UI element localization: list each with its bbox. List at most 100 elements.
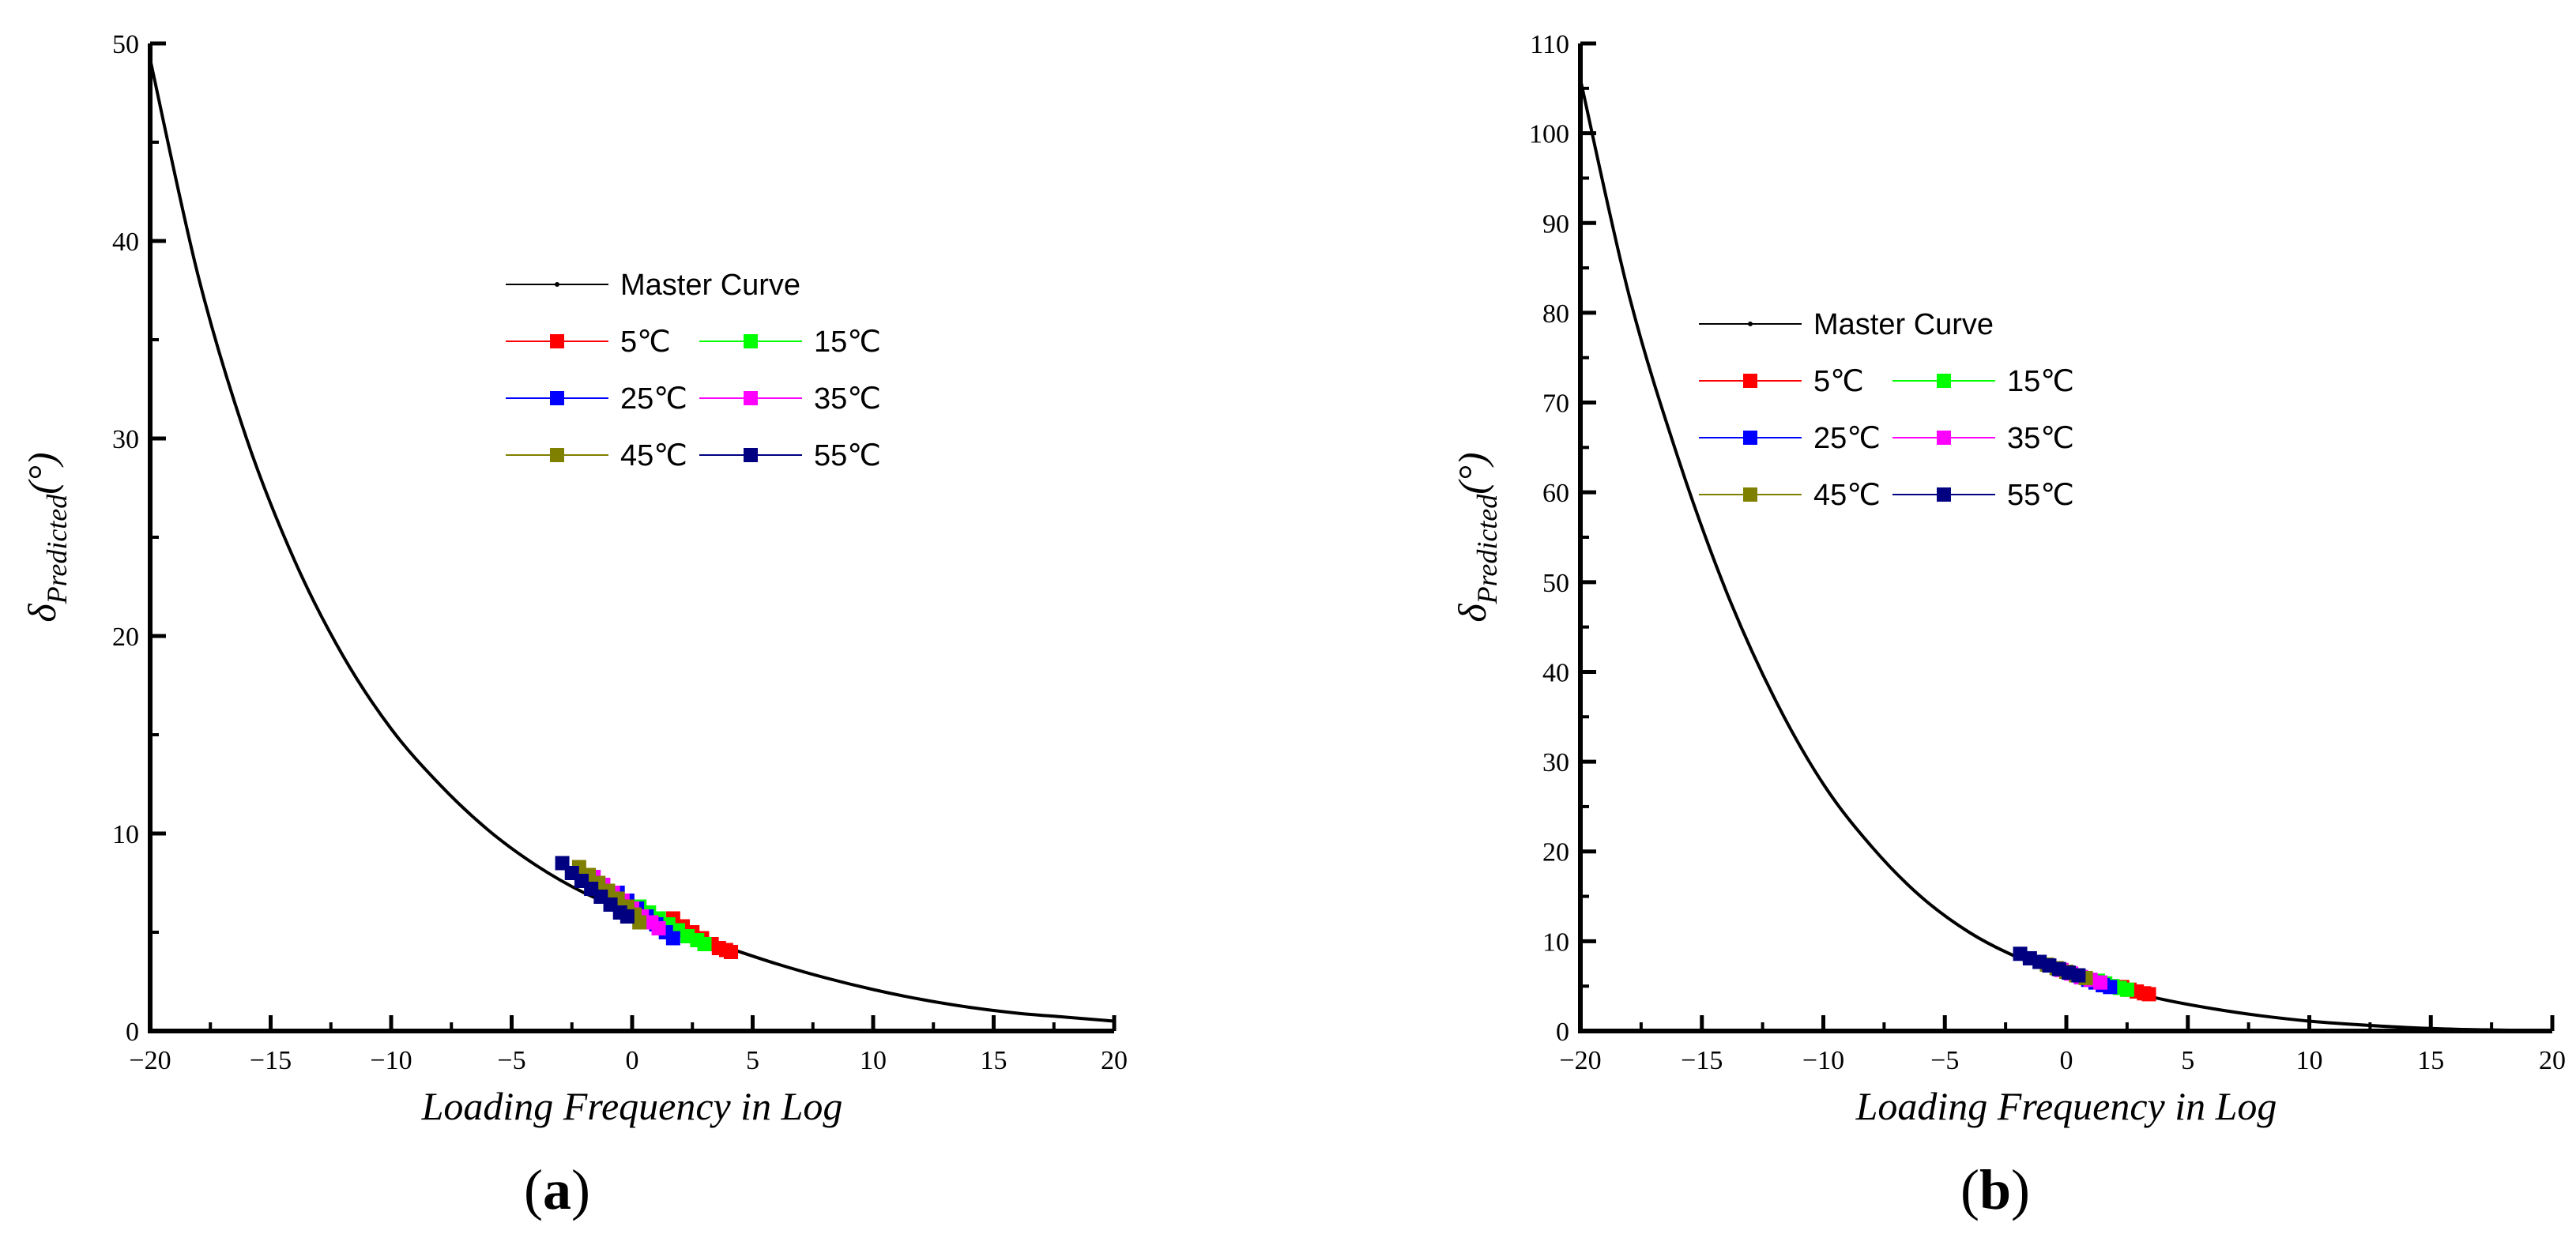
chart-a-data-point (620, 909, 635, 924)
chart-a-y-tick-label: 0 (126, 1018, 139, 1047)
chart-b-legend-label: 5℃ (1813, 365, 1864, 398)
chart-b-legend-master-marker (1748, 322, 1753, 326)
chart-b-legend-marker (1743, 487, 1757, 502)
chart-a-legend-master-label: Master Curve (620, 269, 800, 302)
chart-a-x-tick-label: 0 (626, 1046, 639, 1075)
chart-a-y-tick-label: 50 (112, 30, 139, 59)
chart-b-x-tick-label: 10 (2296, 1046, 2323, 1075)
chart-b-panel-open: ( (1960, 1158, 1979, 1221)
chart-a-x-axis-title: Loading Frequency in Log (421, 1084, 843, 1128)
chart-b-x-tick-label: −20 (1559, 1046, 1601, 1075)
chart-a-y-axis-symbol: δ (20, 604, 64, 623)
chart-b-legend-marker (1937, 431, 1951, 445)
chart-b-y-axis-unit: (°) (1450, 452, 1494, 494)
chart-b-panel-label: (b) (1960, 1158, 2030, 1221)
chart-b-x-tick-label: 0 (2060, 1046, 2073, 1075)
chart-a-legend-marker (550, 334, 564, 348)
chart-b-y-tick-label: 0 (1556, 1018, 1569, 1047)
chart-a-legend-marker (744, 391, 758, 405)
chart-a-panel-label: (a) (524, 1158, 590, 1221)
chart-b-legend-label: 35℃ (2007, 422, 2074, 455)
chart-a-x-tick-label: −5 (497, 1046, 525, 1075)
chart-a-y-tick-label: 20 (112, 623, 139, 652)
chart-b-y-tick-label: 110 (1530, 30, 1569, 59)
chart-a-series-4 (571, 860, 647, 930)
chart-b-x-axis-title: Loading Frequency in Log (1855, 1084, 2277, 1128)
chart-a-data-point (697, 937, 712, 951)
chart-b-data-point (2071, 968, 2086, 983)
chart-a-legend-label: 5℃ (620, 325, 671, 359)
chart-a-y-axis-unit: (°) (20, 452, 64, 494)
chart-b-y-tick-label: 20 (1542, 838, 1569, 867)
chart-b-legend-master-label: Master Curve (1813, 308, 1994, 341)
chart-a-y-tick-label: 40 (112, 228, 139, 257)
chart-a-legend-marker (744, 448, 758, 462)
chart-b-y-axis-title: δPredicted(°) (1450, 452, 1503, 622)
chart-b-legend: Master Curve 5℃ 15℃ 25℃ 35℃ 45℃ 55℃ (1699, 308, 2074, 512)
chart-a-legend-master-marker (555, 282, 559, 287)
chart-b-legend-marker (1743, 431, 1757, 445)
chart-a-data-point (632, 915, 647, 930)
chart-a-master-curve-line (149, 58, 1115, 1023)
chart-b-y-tick-label: 100 (1529, 120, 1569, 149)
chart-b-y-tick-label: 80 (1542, 299, 1569, 329)
chart-a-panel-open: ( (524, 1158, 543, 1221)
chart-b-y-axis-symbol: δ (1450, 604, 1494, 623)
chart-b-legend-marker (1743, 374, 1757, 388)
chart-b-y-tick-label: 40 (1542, 658, 1569, 687)
chart-a-panel-close: ) (571, 1158, 590, 1221)
chart-a-x-tick-label: 10 (860, 1046, 887, 1075)
chart-b-y-tick-label: 70 (1542, 389, 1569, 419)
chart-b-y-tick-label: 30 (1542, 748, 1569, 777)
chart-a-legend-label: 55℃ (814, 439, 881, 472)
chart-b-x-tick-label: 15 (2417, 1046, 2444, 1075)
chart-a-x-tick-label: −20 (129, 1046, 171, 1075)
chart-b-data-point (2141, 987, 2156, 1002)
chart-a-y-tick-label: 10 (112, 820, 139, 849)
chart-b-data-point (2093, 975, 2108, 990)
chart-b-legend-label: 25℃ (1813, 422, 1881, 455)
chart-b-series-5 (2013, 946, 2086, 983)
chart-a-legend-label: 45℃ (620, 439, 687, 472)
chart-b-x-tick-label: −5 (1930, 1046, 1959, 1075)
chart-b-x-tick-label: 20 (2539, 1046, 2566, 1075)
chart-b-x-tick-label: 5 (2181, 1046, 2194, 1075)
chart-b-y-tick-label: 50 (1542, 569, 1569, 598)
chart-a-x-tick-label: −10 (370, 1046, 412, 1075)
chart-a-svg: −20 −15 −10 −5 0 5 10 15 20 0 10 20 30 40 50 Master Cur… (20, 30, 1128, 1221)
chart-b-panel-close: ) (2011, 1158, 2030, 1221)
chart-panel-b: −20 −15 −10 −5 0 5 10 15 20 0 10 20 30 40 50 60 70 80 90 10… (1288, 0, 2576, 1238)
chart-a-legend-marker (744, 334, 758, 348)
chart-b-y-axis-subscript: Predicted (1471, 494, 1503, 605)
chart-b-legend-label: 55℃ (2007, 479, 2074, 512)
chart-a-x-tick-label: 20 (1101, 1046, 1128, 1075)
chart-a-y-axis-subscript: Predicted (41, 494, 73, 605)
chart-b-y-tick-label: 60 (1542, 479, 1569, 508)
chart-panel-a: −20 −15 −10 −5 0 5 10 15 20 0 10 20 30 40 50 Master Cur… (20, 30, 1128, 1221)
chart-b-y-tick-label: 90 (1542, 209, 1569, 239)
chart-b-legend-marker (1937, 487, 1951, 502)
chart-a-x-tick-label: −15 (250, 1046, 292, 1075)
chart-a-x-tick-label: 15 (981, 1046, 1007, 1075)
chart-a-legend: Master Curve 5℃ 15℃ 25℃ 35℃ 45℃ 55℃ (506, 269, 881, 472)
chart-b-legend-label: 45℃ (1813, 479, 1881, 512)
chart-b-data-point (2119, 982, 2134, 997)
chart-a-data-point (724, 945, 739, 959)
chart-a-data-point (665, 931, 680, 946)
chart-a-panel-letter: a (543, 1158, 571, 1221)
chart-a-legend-label: 35℃ (814, 382, 881, 416)
chart-a-legend-label: 25℃ (620, 382, 687, 416)
chart-b-master-curve-line (1579, 79, 2553, 1033)
chart-a-y-tick-label: 30 (112, 425, 139, 454)
chart-b-legend-marker (1937, 374, 1951, 388)
chart-a-series-5 (555, 856, 635, 924)
chart-b-x-tick-label: −10 (1802, 1046, 1844, 1075)
chart-a-y-axis-title: δPredicted(°) (20, 452, 73, 622)
chart-a-legend-marker (550, 391, 564, 405)
chart-b-svg: −20 −15 −10 −5 0 5 10 15 20 0 10 20 30 40 50 60 70 80 90 10… (1450, 30, 2566, 1221)
chart-a-legend-label: 15℃ (814, 325, 881, 359)
chart-b-legend-label: 15℃ (2007, 365, 2074, 398)
chart-b-panel-letter: b (1979, 1158, 2011, 1221)
chart-b-x-tick-label: −15 (1681, 1046, 1723, 1075)
chart-a-legend-marker (550, 448, 564, 462)
